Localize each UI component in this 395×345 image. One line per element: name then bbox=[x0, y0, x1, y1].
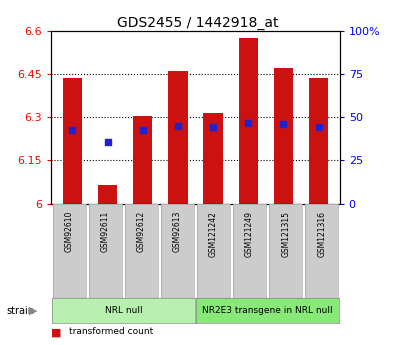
Text: GSM121315: GSM121315 bbox=[281, 211, 290, 257]
Point bbox=[175, 123, 181, 129]
Point bbox=[280, 122, 287, 127]
Bar bbox=[239, 38, 258, 204]
Text: strain: strain bbox=[6, 306, 34, 315]
Point bbox=[69, 127, 75, 133]
Text: ■: ■ bbox=[51, 327, 62, 337]
Point bbox=[139, 127, 146, 133]
Bar bbox=[203, 113, 223, 204]
Text: GSM121242: GSM121242 bbox=[209, 211, 218, 257]
Point bbox=[245, 120, 252, 126]
Point bbox=[316, 125, 322, 130]
Point bbox=[104, 139, 111, 145]
Text: GSM92612: GSM92612 bbox=[137, 211, 146, 252]
Text: GSM121249: GSM121249 bbox=[245, 211, 254, 257]
Text: ▶: ▶ bbox=[29, 306, 38, 315]
Text: transformed count: transformed count bbox=[69, 327, 153, 336]
Text: NRL null: NRL null bbox=[105, 306, 142, 315]
Bar bbox=[168, 71, 188, 204]
Bar bbox=[63, 79, 82, 204]
Text: GSM121316: GSM121316 bbox=[317, 211, 326, 257]
Bar bbox=[309, 79, 328, 204]
Bar bbox=[274, 68, 293, 204]
Bar bbox=[133, 116, 152, 204]
Text: NR2E3 transgene in NRL null: NR2E3 transgene in NRL null bbox=[202, 306, 333, 315]
Text: GSM92611: GSM92611 bbox=[101, 211, 110, 252]
Bar bbox=[98, 185, 117, 204]
Text: GDS2455 / 1442918_at: GDS2455 / 1442918_at bbox=[117, 16, 278, 30]
Point bbox=[210, 125, 216, 130]
Text: GSM92613: GSM92613 bbox=[173, 211, 182, 253]
Text: GSM92610: GSM92610 bbox=[65, 211, 74, 253]
